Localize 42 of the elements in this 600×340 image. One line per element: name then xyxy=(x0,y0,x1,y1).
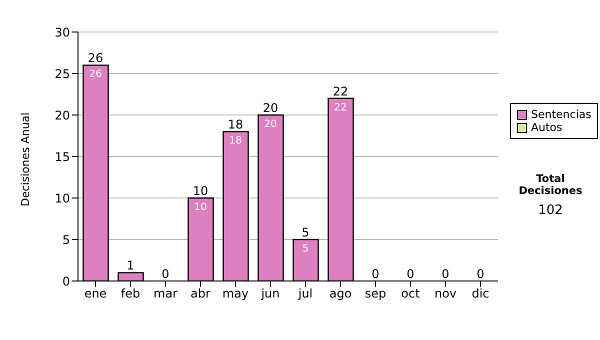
total-label: 5 xyxy=(302,226,310,240)
total-label: 0 xyxy=(372,267,380,281)
total-label: 20 xyxy=(262,101,278,115)
total-label: 0 xyxy=(406,267,414,281)
text: Total Decisiones xyxy=(518,173,584,197)
data-label: 26 xyxy=(89,69,102,80)
total-label: 0 xyxy=(162,267,170,281)
x-tick-label: may xyxy=(222,286,249,301)
total-label: 22 xyxy=(332,84,348,98)
y-tick-label: 5 xyxy=(62,232,70,247)
x-tick-label: ago xyxy=(329,286,352,301)
total-label: 10 xyxy=(192,184,208,198)
x-tick-label: dic xyxy=(472,286,490,301)
data-label: 10 xyxy=(194,202,207,213)
total-label: 1 xyxy=(126,258,134,273)
x-tick-label: mar xyxy=(154,286,178,301)
y-tick-label: 25 xyxy=(54,66,70,81)
y-tick-label: 20 xyxy=(54,108,70,122)
y-tick-label: 10 xyxy=(54,191,70,206)
x-tick-label: oct xyxy=(401,286,420,301)
x-tick-label: nov xyxy=(434,286,457,301)
data-label: 20 xyxy=(264,119,277,130)
legend-label: Autos xyxy=(531,121,562,134)
x-tick-label: feb xyxy=(120,286,140,301)
text: 102 xyxy=(537,203,564,218)
y-tick-label: 30 xyxy=(54,25,70,40)
y-axis-title: Decisiones Anual xyxy=(18,112,32,206)
data-label: 22 xyxy=(334,102,347,114)
legend-label: Sentencias xyxy=(531,108,592,121)
x-tick-label: abr xyxy=(190,286,211,301)
total-label: 18 xyxy=(228,118,244,132)
x-tick-label: jul xyxy=(297,286,313,301)
total-label: 0 xyxy=(476,267,484,281)
total-label: 26 xyxy=(88,51,104,66)
total-label: 0 xyxy=(442,267,450,281)
y-tick-label: 0 xyxy=(62,274,70,288)
x-tick-label: jun xyxy=(260,286,280,301)
x-tick-label: ene xyxy=(84,286,107,301)
data-label: 5 xyxy=(302,244,309,254)
y-tick-label: 15 xyxy=(54,150,70,164)
x-tick-label: sep xyxy=(364,286,386,301)
data-label: 18 xyxy=(229,136,242,147)
